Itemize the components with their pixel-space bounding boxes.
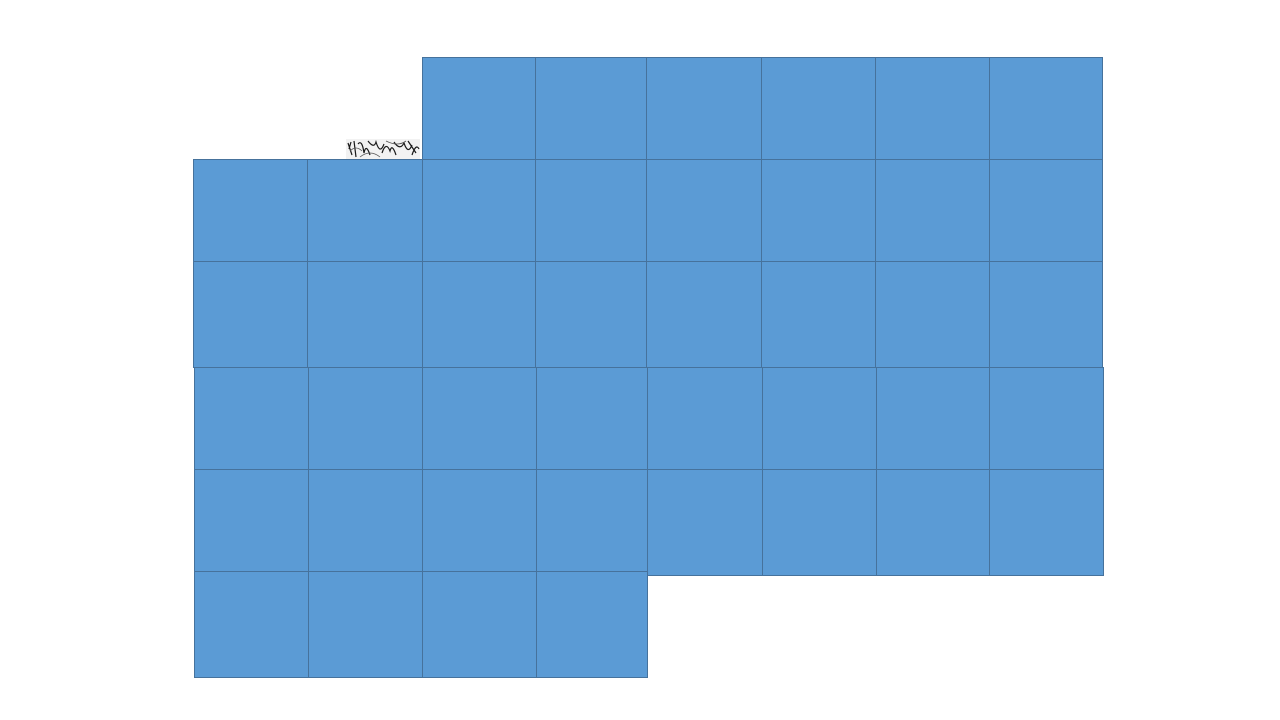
tile (422, 571, 537, 678)
tile (989, 261, 1103, 368)
tile (761, 261, 876, 368)
tile (193, 159, 308, 262)
tile (535, 159, 647, 262)
tile (536, 571, 648, 678)
tile (761, 57, 876, 160)
tile (989, 57, 1103, 160)
tile (761, 159, 876, 262)
tile (875, 159, 990, 262)
tile (194, 469, 309, 576)
tile (307, 261, 423, 368)
tile (308, 469, 423, 576)
tile (646, 57, 762, 160)
tile (762, 469, 877, 576)
tile (307, 159, 423, 262)
tile (536, 367, 648, 470)
tile (193, 261, 308, 368)
tile (422, 469, 537, 576)
tile (422, 367, 537, 470)
tile (647, 469, 763, 576)
tile (194, 571, 309, 678)
tile (876, 367, 990, 470)
tile (535, 261, 647, 368)
tile (989, 367, 1104, 470)
tile (875, 261, 990, 368)
tile (646, 261, 762, 368)
tile (646, 159, 762, 262)
tile (647, 367, 763, 470)
tile (875, 57, 990, 160)
tile (536, 469, 648, 576)
tile (762, 367, 877, 470)
tile (308, 367, 423, 470)
tile (989, 159, 1103, 262)
scribble-image-fragment-icon (346, 139, 420, 159)
tile (194, 367, 309, 470)
tile (989, 469, 1104, 576)
tile (422, 57, 536, 160)
tile (308, 571, 423, 678)
tile (422, 159, 536, 262)
tile (422, 261, 536, 368)
tile (876, 469, 990, 576)
tile (535, 57, 647, 160)
